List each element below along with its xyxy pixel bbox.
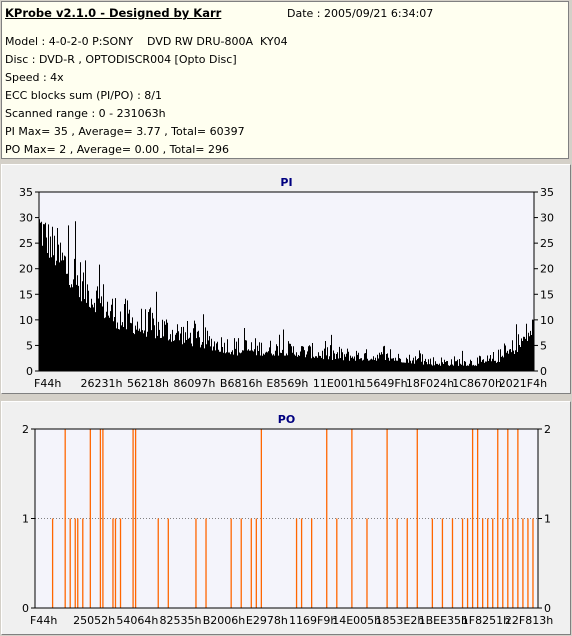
plot-area [35, 429, 538, 608]
disc-info-panel: KProbe v2.1.0 - Designed by Karr Date : … [1, 1, 569, 159]
info-pi-summary: PI Max= 35 , Average= 3.77 , Total= 6039… [5, 125, 245, 138]
y-tick-label: 0 [26, 365, 33, 378]
y-tick-label-right: 10 [540, 314, 554, 327]
y-tick-label-right: 35 [540, 186, 554, 199]
y-tick-label-right: 15 [540, 288, 554, 301]
x-tick-label: F44h [30, 614, 57, 627]
y-tick-label: 15 [19, 288, 33, 301]
chart-title: PO [278, 413, 295, 426]
x-tick-label: E2978h [246, 614, 288, 627]
y-tick-label: 1 [22, 513, 29, 526]
po-bars [51, 429, 534, 608]
y-tick-label: 10 [19, 314, 33, 327]
info-scanned-range: Scanned range : 0 - 231063h [5, 107, 166, 120]
x-tick-label: 1C8670h [452, 377, 502, 390]
x-tick-label: 14E005h [332, 614, 381, 627]
y-tick-label-right: 0 [544, 602, 551, 615]
y-tick-label-right: 5 [540, 339, 547, 352]
x-tick-label: B2006h [203, 614, 246, 627]
x-tick-label: 2021F4h [499, 377, 547, 390]
x-tick-label: 25052h [73, 614, 115, 627]
x-tick-label: F44h [34, 377, 61, 390]
y-tick-label: 2 [22, 423, 29, 436]
x-tick-label: B6816h [220, 377, 263, 390]
y-tick-label-right: 0 [540, 365, 547, 378]
x-tick-label: E8569h [266, 377, 308, 390]
pi-chart: PI 0 0 5 5 10 10 15 15 20 20 25 25 30 30 35 35 F44h 26231h… [19, 176, 554, 390]
y-tick-label-right: 2 [544, 423, 551, 436]
y-tick-label: 30 [19, 212, 33, 225]
info-speed: Speed : 4x [5, 71, 64, 84]
pi-chart-panel: PI 0 0 5 5 10 10 15 15 20 20 25 25 30 30 35 35 F44h 26231h… [1, 164, 571, 394]
plot-border [38, 191, 535, 372]
x-tick-label: 1853E2h [375, 614, 424, 627]
info-model: Model : 4-0-2-0 P:SONY DVD RW DRU-800A K… [5, 35, 288, 48]
x-tick-label: 86097h [173, 377, 215, 390]
x-tick-label: 18F024h [406, 377, 454, 390]
x-tick-label: 11E001h [313, 377, 362, 390]
x-tick-label: 15649Fh [359, 377, 407, 390]
x-tick-label: 1F8251h [462, 614, 510, 627]
x-tick-label: 56218h [127, 377, 169, 390]
x-tick-label: 1BEE35h [419, 614, 468, 627]
y-tick-label: 25 [19, 237, 33, 250]
x-tick-label: 82535h [160, 614, 202, 627]
scan-date: Date : 2005/09/21 6:34:07 [287, 7, 434, 20]
info-po-summary: PO Max= 2 , Average= 0.00 , Total= 296 [5, 143, 229, 156]
y-tick-label-right: 25 [540, 237, 554, 250]
x-tick-label: 1169F9h [289, 614, 337, 627]
y-tick-label: 20 [19, 263, 33, 276]
app-title: KProbe v2.1.0 - Designed by Karr [5, 6, 222, 20]
y-tick-label: 0 [22, 602, 29, 615]
y-tick-label-right: 20 [540, 263, 554, 276]
x-tick-label: 26231h [80, 377, 122, 390]
po-chart-panel: PO 0 0 1 1 2 2 F44h 25052h 54064h 82535h B2006h E297… [1, 401, 571, 635]
x-tick-label: 22F813h [505, 614, 553, 627]
info-disc: Disc : DVD-R , OPTODISCR004 [Opto Disc] [5, 53, 237, 66]
y-tick-label: 35 [19, 186, 33, 199]
y-tick-label: 5 [26, 339, 33, 352]
po-chart: PO 0 0 1 1 2 2 F44h 25052h 54064h 82535h B2006h E297… [22, 413, 553, 627]
info-ecc-blocks: ECC blocks sum (PI/PO) : 8/1 [5, 89, 162, 102]
y-tick-label-right: 30 [540, 212, 554, 225]
plot-border [34, 428, 539, 609]
chart-title: PI [280, 176, 292, 189]
x-tick-label: 54064h [116, 614, 158, 627]
y-tick-label-right: 1 [544, 513, 551, 526]
